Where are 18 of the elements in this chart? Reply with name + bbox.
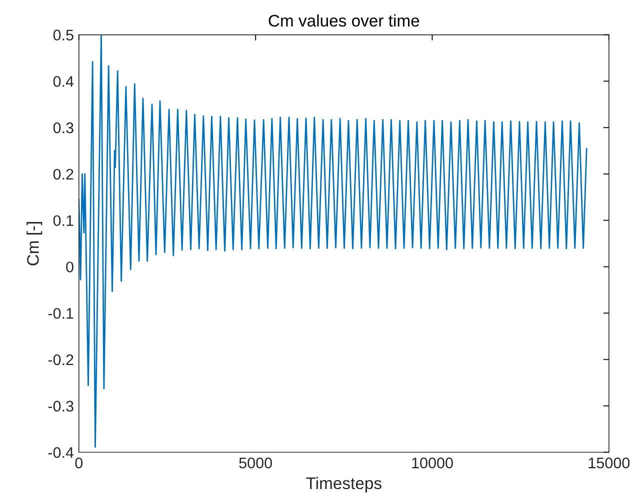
y-tick-label: -0.2 [48,354,74,366]
y-tick-label: 0 [66,262,74,272]
x-tick-label: 5000 [239,458,272,468]
y-tick-label: 0.5 [53,30,74,40]
x-tick-label: 15000 [588,458,630,468]
x-tick-label: 0 [75,458,83,468]
x-tick-label: 10000 [412,458,453,468]
y-tick-label: 0.3 [53,122,74,134]
y-tick-label: -0.1 [48,308,74,319]
x-axis-title: Timesteps [306,476,382,492]
y-tick-label: -0.4 [48,447,74,458]
y-tick-label: 0.4 [53,76,74,87]
y-tick-label: 0.2 [53,168,74,180]
y-axis-title: Cm [-] [26,222,42,266]
line-series [78,34,588,448]
y-tick-label: 0.1 [53,215,74,226]
y-tick-label: -0.3 [48,400,74,412]
chart-title: Cm values over time [268,14,420,27]
